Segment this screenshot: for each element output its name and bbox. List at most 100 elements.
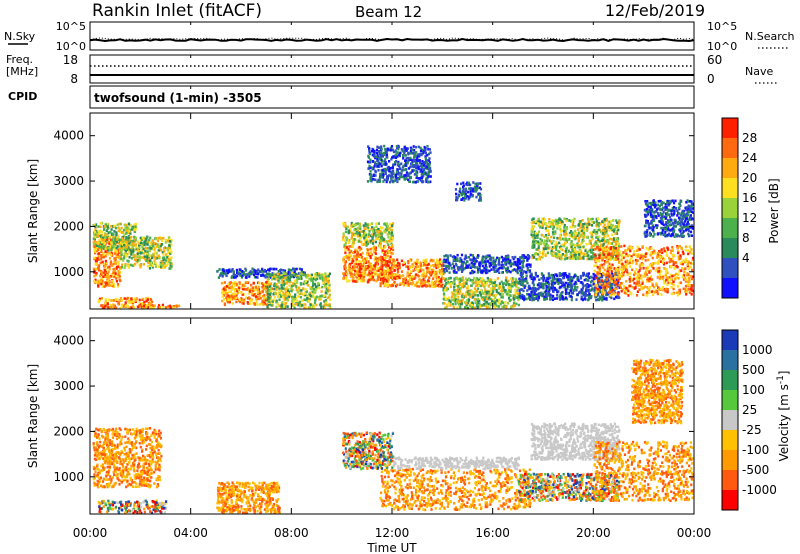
scatter-cell — [506, 290, 509, 294]
scatter-cell — [157, 254, 160, 258]
scatter-cell — [262, 270, 265, 273]
scatter-cell — [110, 241, 113, 244]
scatter-cell — [308, 306, 311, 309]
scatter-cell — [132, 249, 135, 253]
scatter-cell — [257, 272, 260, 276]
scatter-cell — [394, 284, 398, 288]
scatter-cell — [154, 261, 157, 265]
scatter-cell — [244, 273, 247, 276]
scatter-cell — [347, 258, 351, 261]
scatter-cell — [618, 250, 621, 253]
scatter-cell — [581, 252, 585, 256]
scatter-cell — [406, 280, 410, 284]
scatter-cell — [417, 274, 420, 278]
scatter-cell — [362, 278, 366, 282]
scatter-cell — [291, 284, 294, 287]
scatter-cell — [391, 224, 394, 227]
scatter-cell — [505, 283, 508, 287]
scatter-cell — [389, 246, 392, 249]
scatter-cell — [513, 261, 516, 264]
scatter-cell — [125, 229, 128, 233]
scatter-cell — [443, 270, 446, 274]
scatter-cell — [543, 218, 546, 221]
scatter-cell — [94, 251, 97, 255]
scatter-cell — [430, 272, 434, 275]
scatter-cell — [354, 223, 358, 227]
scatter-cell — [504, 301, 507, 304]
scatter-cell — [299, 304, 302, 308]
scatter-cell — [114, 272, 117, 275]
scatter-cell — [428, 281, 431, 285]
scatter-cell — [617, 256, 620, 259]
scatter-cell — [414, 265, 417, 269]
scatter-cell — [146, 256, 149, 260]
scatter-cell — [157, 236, 161, 240]
scatter-cell — [435, 261, 438, 265]
scatter-cell — [534, 271, 537, 275]
scatter-cell — [361, 272, 364, 276]
scatter-cell — [161, 256, 165, 260]
scatter-cell — [505, 258, 508, 261]
scatter-cell — [460, 279, 463, 282]
scatter-cell — [349, 271, 352, 274]
scatter-cell — [603, 220, 606, 223]
scatter-cell — [148, 246, 151, 250]
scatter-cell — [585, 225, 589, 229]
scatter-cell — [388, 273, 391, 277]
scatter-cell — [488, 296, 491, 299]
scatter-cell — [316, 282, 319, 285]
scatter-cell — [438, 265, 441, 268]
scatter-cell — [326, 289, 329, 292]
scatter-cell — [424, 263, 427, 267]
scatter-cell — [469, 302, 472, 305]
scatter-cell — [108, 237, 111, 240]
scatter-cell — [460, 270, 464, 273]
scatter-cell — [95, 230, 98, 233]
scatter-cell — [92, 267, 95, 271]
scatter-cell — [352, 223, 355, 226]
scatter-cell — [115, 233, 118, 237]
scatter-cell — [423, 260, 427, 264]
scatter-cell — [386, 224, 390, 228]
scatter-cell — [371, 267, 374, 271]
scatter-cell — [472, 256, 475, 260]
scatter-cell — [328, 283, 331, 287]
scatter-cell — [153, 255, 156, 259]
scatter-cell — [464, 262, 467, 265]
scatter-cell — [617, 242, 621, 246]
scatter-cell — [485, 268, 488, 272]
scatter-cell — [124, 301, 127, 304]
scatter-cell — [486, 269, 489, 272]
scatter-cell — [489, 280, 492, 283]
scatter-cell — [150, 247, 153, 250]
scatter-cell — [481, 280, 484, 283]
scatter-cell — [295, 302, 298, 306]
scatter-cell — [348, 253, 351, 257]
scatter-cell — [543, 241, 546, 244]
scatter-cell — [443, 284, 447, 288]
scatter-cell — [542, 220, 545, 224]
scatter-cell — [247, 272, 250, 275]
scatter-cell — [111, 279, 114, 283]
scatter-cell — [353, 238, 356, 241]
scatter-cell — [493, 304, 496, 307]
scatter-cell — [515, 281, 518, 284]
scatter-cell — [225, 274, 228, 278]
scatter-cell — [291, 275, 294, 278]
scatter-cell — [563, 233, 566, 236]
scatter-cell — [570, 245, 573, 249]
scatter-cell — [385, 262, 389, 265]
scatter-cell — [577, 224, 580, 227]
scatter-cell — [267, 292, 270, 296]
scatter-cell — [275, 300, 278, 304]
scatter-cell — [554, 252, 557, 255]
scatter-cell — [137, 250, 140, 253]
scatter-cell — [97, 285, 100, 288]
cpid-label: CPID — [8, 90, 37, 103]
scatter-cell — [300, 273, 303, 277]
scatter-cell — [364, 271, 367, 274]
scatter-cell — [574, 225, 577, 228]
scatter-cell — [592, 252, 595, 255]
scatter-cell — [120, 265, 124, 269]
scatter-cell — [505, 292, 508, 296]
